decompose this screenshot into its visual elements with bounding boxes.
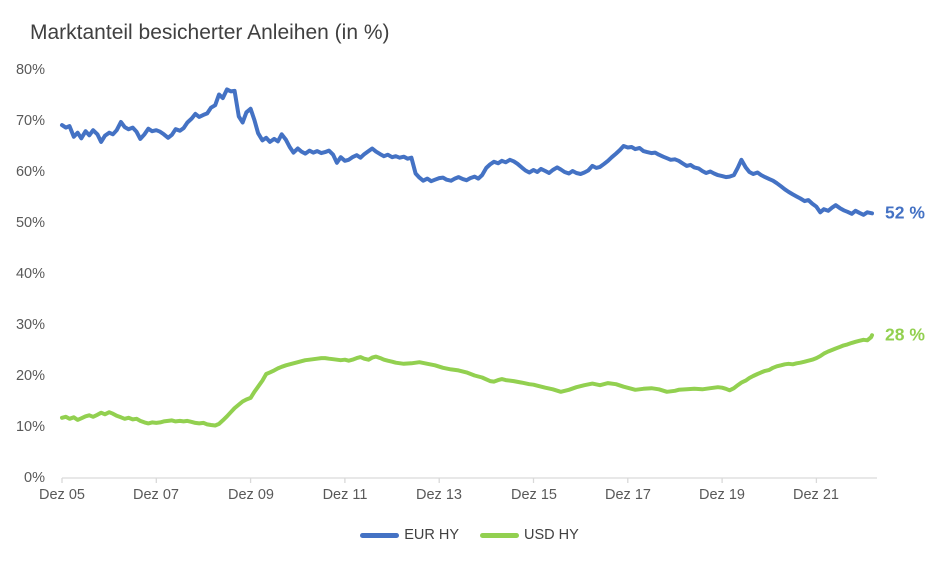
- y-axis-label: 70%: [15, 113, 45, 129]
- x-axis-label: Dez 21: [793, 487, 839, 503]
- usd-hy-legend-label: USD HY: [524, 527, 579, 543]
- y-axis-label: 50%: [15, 215, 45, 231]
- y-axis-label: 80%: [15, 62, 45, 78]
- chart-title: Marktanteil besicherter Anleihen (in %): [30, 21, 390, 44]
- y-axis-label: 60%: [15, 164, 45, 180]
- eur-hy-legend-label: EUR HY: [404, 527, 459, 543]
- x-axis-label: Dez 07: [133, 487, 179, 503]
- legend-item-usd-hy: USD HY: [480, 527, 579, 543]
- legend-item-eur-hy: EUR HY: [360, 527, 459, 543]
- eur-hy-line: [60, 87, 874, 217]
- x-axis-label: Dez 15: [511, 487, 557, 503]
- eur-hy-legend-marker: [360, 532, 400, 538]
- eur-hy-end-label: 52 %: [885, 202, 925, 223]
- y-axis-label: 10%: [15, 419, 45, 435]
- usd-hy-end-label: 28 %: [885, 324, 925, 345]
- x-axis: [61, 477, 877, 483]
- x-axis-label: Dez 19: [699, 487, 745, 503]
- x-axis-label: Dez 05: [39, 487, 85, 503]
- x-axis-label: Dez 11: [322, 487, 368, 503]
- y-axis-label: 30%: [15, 317, 45, 333]
- y-axis-label: 20%: [15, 368, 45, 384]
- usd-hy-legend-marker: [480, 532, 519, 538]
- legend: EUR HY USD HY: [0, 527, 939, 543]
- usd-hy-line: [60, 333, 874, 428]
- y-axis-label: 0%: [24, 470, 45, 486]
- x-axis-label: Dez 13: [416, 487, 462, 503]
- y-axis-label: 40%: [15, 266, 45, 282]
- x-axis-label: Dez 17: [605, 487, 651, 503]
- x-axis-label: Dez 09: [228, 487, 274, 503]
